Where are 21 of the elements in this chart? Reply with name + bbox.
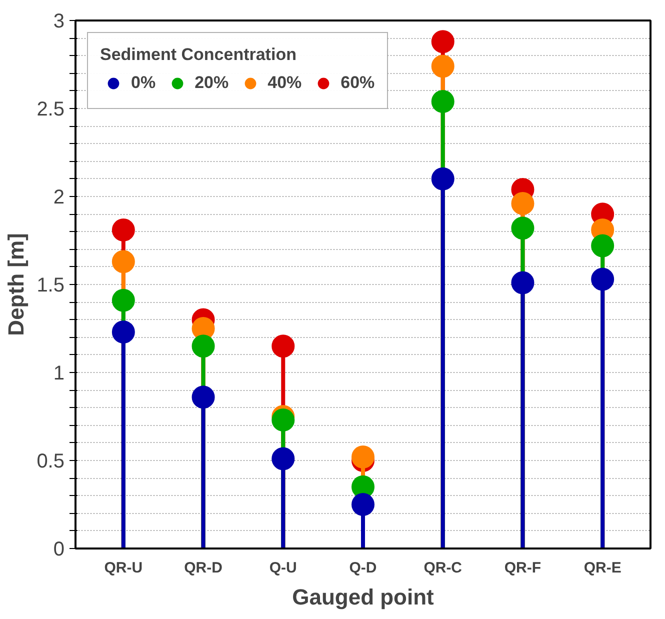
legend-label: 20% — [194, 73, 229, 93]
y-axis-title: Depth [m] — [4, 233, 29, 336]
x-tick-label: QR-D — [184, 560, 223, 576]
legend-label: 60% — [340, 73, 375, 93]
y-tick-label: 3 — [53, 10, 64, 32]
y-tick-label: 0.5 — [36, 450, 65, 472]
legend-label: 0% — [131, 73, 156, 93]
y-tick-label: 2.5 — [36, 98, 65, 120]
x-tick-label: Q-U — [269, 560, 297, 576]
legend-title: Sediment Concentration — [100, 45, 298, 65]
y-tick-label: 0 — [53, 538, 64, 560]
x-tick-label: QR-E — [584, 560, 622, 576]
legend-label: 40% — [268, 73, 302, 93]
x-tick-label: QR-C — [424, 560, 462, 576]
x-tick-label: QR-U — [104, 560, 143, 576]
y-tick-label: 1.5 — [36, 274, 65, 296]
x-tick-label: QR-F — [504, 560, 542, 576]
y-tick-label: 2 — [53, 186, 64, 208]
x-tick-label: Q-D — [349, 560, 377, 576]
x-axis-title: Gauged point — [292, 584, 435, 610]
y-tick-label: 1 — [53, 362, 64, 384]
